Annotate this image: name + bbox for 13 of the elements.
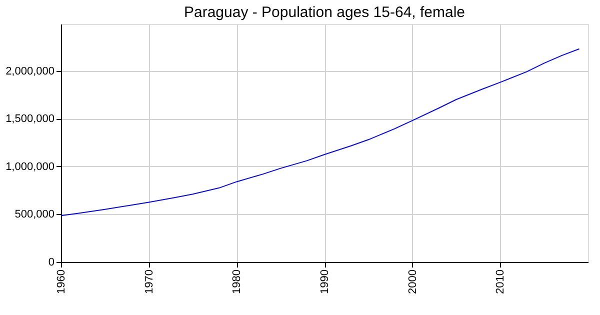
y-tick-label: 2,000,000 <box>6 65 54 78</box>
x-tick-label: 1960 <box>56 270 68 294</box>
y-tick-label: 1,000,000 <box>6 160 54 173</box>
x-tick-label: 2000 <box>406 270 419 294</box>
y-tick-label: 1,500,000 <box>6 113 54 126</box>
y-tick-label: 0 <box>48 256 54 268</box>
chart-title: Paraguay - Population ages 15-64, female <box>184 4 466 21</box>
x-tick-label: 1970 <box>143 270 156 294</box>
x-tick-label: 1990 <box>319 270 331 294</box>
y-tick-label: 500,000 <box>14 208 54 221</box>
x-tick-label: 1980 <box>231 270 244 294</box>
line-series <box>60 48 580 216</box>
x-tick-label: 2010 <box>494 270 507 294</box>
